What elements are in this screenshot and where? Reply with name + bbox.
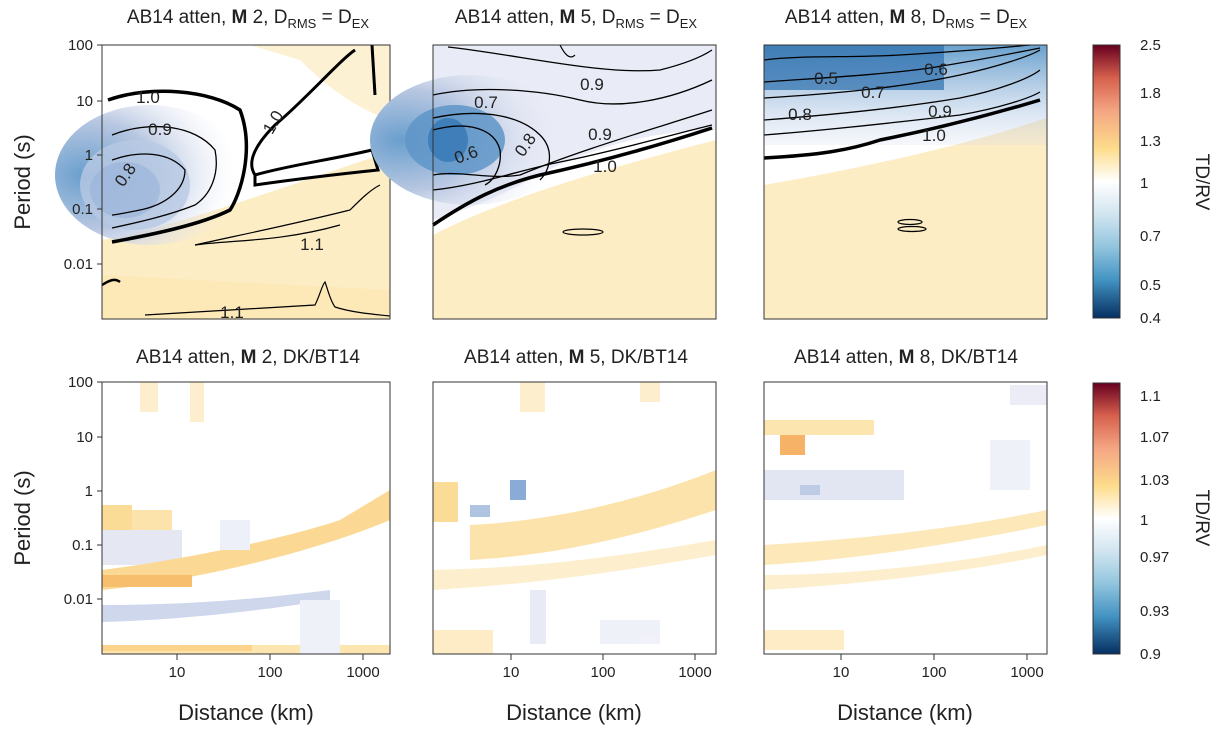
panel-1: 1.0 0.9 0.8 1.0 1.1 1.1	[55, 44, 391, 322]
y-tick-label: 1	[85, 147, 93, 164]
panel-2: 0.9 0.7 0.9 0.6 0.8 1.0	[370, 44, 717, 320]
x-tick-label: 10	[503, 664, 520, 681]
colorbar-tick: 1.03	[1140, 472, 1169, 489]
y-tick-label: 100	[68, 374, 93, 391]
contour-label: 0.6	[924, 60, 948, 79]
panel-title-5: AB14 atten, M 5, DK/BT14	[464, 347, 688, 368]
contour-label: 0.9	[148, 120, 172, 139]
x-tick-label: 1000	[346, 664, 379, 681]
y-tick-label: 0.01	[64, 591, 93, 608]
colorbar-label: TD/RV	[1191, 490, 1212, 547]
panel-titles: AB14 atten, M 2, DRMS = DEX AB14 atten, …	[127, 7, 1027, 368]
y-tick-label: 0.1	[72, 201, 93, 218]
colorbar-tick: 0.97	[1140, 549, 1169, 566]
colorbar-tick: 1.3	[1140, 133, 1161, 150]
tick-marks	[97, 44, 1028, 660]
panel-6	[763, 381, 1048, 655]
contour-label: 0.9	[588, 125, 612, 144]
x-axis-label-1: Distance (km)	[178, 700, 314, 725]
y-tick-labels-bottom: 100 10 1 0.1 0.01	[64, 374, 93, 608]
y-tick-label: 0.01	[64, 256, 93, 273]
x-tick-label: 1000	[678, 664, 711, 681]
colorbar-tick: 0.93	[1140, 603, 1169, 620]
contour-label: 0.5	[814, 69, 838, 88]
x-axis-label-3: Distance (km)	[837, 700, 973, 725]
colorbar-tick: 1.07	[1140, 429, 1169, 446]
panel-5	[432, 381, 717, 655]
contour-label: 0.8	[788, 105, 812, 124]
colorbar-tick: 0.9	[1140, 646, 1161, 663]
x-tick-label: 100	[590, 664, 615, 681]
x-tick-label: 1000	[1010, 664, 1043, 681]
panel-title-6: AB14 atten, M 8, DK/BT14	[794, 347, 1018, 368]
panel-title-2: AB14 atten, M 5, DRMS = DEX	[455, 7, 697, 31]
panel-title-3: AB14 atten, M 8, DRMS = DEX	[785, 7, 1027, 31]
colorbar-tick: 0.5	[1140, 277, 1161, 294]
contour-label: 0.9	[928, 102, 952, 121]
contour-label: 1.1	[300, 235, 324, 254]
y-tick-label: 10	[76, 429, 93, 446]
colorbar-tick: 1.8	[1140, 85, 1161, 102]
x-tick-label: 10	[833, 664, 850, 681]
panel-4	[101, 381, 391, 655]
y-axis-label-top: Period (s)	[10, 134, 35, 229]
contour-label: 0.7	[474, 93, 498, 112]
colorbar-top: 2.5 1.8 1.3 1 0.7 0.5 0.4 TD/RV	[1092, 37, 1212, 327]
warm-region	[102, 140, 390, 319]
contour-label: 0.9	[580, 75, 604, 94]
colorbar-tick: 1	[1140, 512, 1148, 529]
colorbar-tick: 0.7	[1140, 228, 1161, 245]
y-tick-label: 10	[76, 93, 93, 110]
y-tick-label: 100	[68, 37, 93, 54]
panel-3: 0.5 0.6 0.7 0.8 0.9 1.0	[763, 44, 1048, 320]
x-tick-label: 100	[921, 664, 946, 681]
contour-1.0	[107, 89, 249, 244]
x-axis-label-2: Distance (km)	[506, 700, 642, 725]
contour-label: 1.0	[136, 88, 160, 107]
colorbar-tick: 0.4	[1140, 310, 1161, 327]
contour-label: 1.1	[220, 303, 244, 322]
colorbar-bottom: 1.1 1.07 1.03 1 0.97 0.93 0.9 TD/RV	[1092, 382, 1212, 663]
y-tick-labels-top: 100 10 1 0.1 0.01	[64, 37, 93, 273]
contour-label: 1.0	[593, 157, 617, 176]
contour-label: 0.7	[861, 83, 885, 102]
colorbar-label: TD/RV	[1191, 154, 1212, 211]
x-tick-labels: 10 100 1000 10 100 1000 10 100 1000	[169, 664, 1044, 681]
colorbar-tick: 2.5	[1140, 37, 1161, 54]
y-tick-label: 0.1	[72, 537, 93, 554]
colorbar-tick: 1	[1140, 175, 1148, 192]
contour-label: 1.0	[922, 126, 946, 145]
x-tick-label: 100	[257, 664, 282, 681]
colorbar-tick: 1.1	[1140, 388, 1161, 405]
panel-title-1: AB14 atten, M 2, DRMS = DEX	[127, 7, 369, 31]
y-axis-label-bottom: Period (s)	[10, 470, 35, 565]
y-tick-label: 1	[85, 483, 93, 500]
panel-title-4: AB14 atten, M 2, DK/BT14	[136, 347, 360, 368]
warm-region-top	[250, 45, 390, 120]
x-tick-label: 10	[169, 664, 186, 681]
